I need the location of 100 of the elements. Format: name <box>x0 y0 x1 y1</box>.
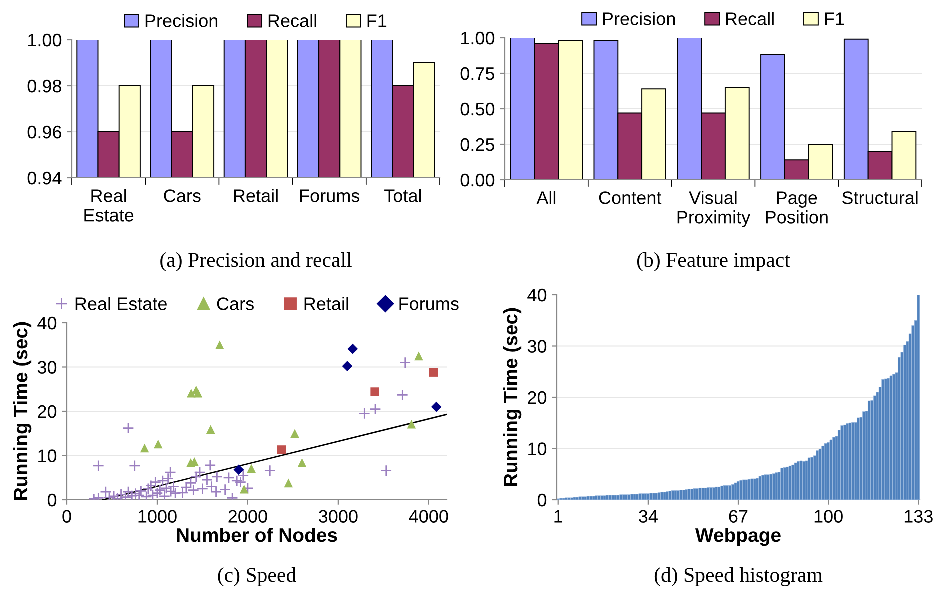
bar <box>581 496 584 500</box>
point <box>429 368 438 377</box>
y-tick-label: 0.94 <box>28 172 62 185</box>
bar <box>663 492 666 500</box>
text: (b) Feature impact <box>637 252 790 272</box>
bar <box>668 491 672 500</box>
x-tick-label: 133 <box>904 510 933 523</box>
y-tick-label: 1.00 <box>28 34 62 47</box>
bar <box>816 450 820 500</box>
bar <box>715 486 718 500</box>
bar <box>592 496 596 500</box>
point <box>370 388 380 396</box>
point <box>196 483 209 495</box>
bar <box>584 496 588 500</box>
point <box>414 352 424 361</box>
point <box>188 484 200 496</box>
bar <box>805 460 808 500</box>
bar <box>644 494 648 500</box>
x-tick-label: Content <box>599 192 662 204</box>
bar <box>794 462 798 500</box>
legend-label: Recall <box>268 14 316 28</box>
bar <box>846 423 850 500</box>
point <box>400 356 412 369</box>
bar <box>628 494 631 500</box>
x-tick-label: 1000 <box>138 510 177 523</box>
bar <box>698 488 702 500</box>
text: (d) Speed histogram <box>654 568 823 586</box>
x-tick-label: Cars <box>164 190 201 202</box>
bar <box>917 295 920 500</box>
bar <box>758 476 762 500</box>
bar <box>704 488 708 500</box>
point <box>348 344 358 354</box>
legend-label: Forums <box>400 298 459 310</box>
legend-label: Precision <box>603 12 676 26</box>
point <box>219 484 232 496</box>
legend-label: F1 <box>825 12 844 26</box>
point <box>122 422 134 434</box>
bar <box>770 474 773 500</box>
y-tick-label: 40 <box>38 316 57 330</box>
bar <box>840 425 844 500</box>
point <box>134 490 146 500</box>
point <box>92 460 105 472</box>
bar <box>745 480 748 500</box>
x-tick-label: Page Position <box>766 192 828 224</box>
legend-label: Retail <box>304 297 348 310</box>
bar <box>775 472 778 500</box>
text: (a) Precision and recall <box>160 252 352 272</box>
x-tick-label: 67 <box>729 510 748 523</box>
point <box>160 482 172 494</box>
x-axis-title: Number of Nodes <box>177 528 338 542</box>
bar <box>658 492 661 500</box>
x-tick-label: 4000 <box>409 510 448 523</box>
bar <box>608 495 612 500</box>
bar <box>734 482 738 500</box>
bar <box>780 468 784 500</box>
x-axis-title: Webpage <box>695 528 781 546</box>
point <box>129 460 141 472</box>
point <box>210 486 222 498</box>
point <box>223 472 235 484</box>
bar <box>693 488 696 500</box>
legend-label: Cars <box>217 298 254 310</box>
bar <box>764 474 768 500</box>
bar <box>674 490 678 500</box>
x-tick-label: Forums <box>300 190 360 202</box>
text: (c) Speed <box>218 568 296 586</box>
point <box>290 429 300 438</box>
legend-label: Recall <box>726 12 774 26</box>
legend-label: Precision <box>146 14 218 28</box>
bar <box>680 490 683 500</box>
bar <box>603 496 606 500</box>
x-tick-label: Visual Proximity <box>678 191 751 228</box>
y-tick-label: 30 <box>528 340 547 353</box>
bar <box>578 496 582 500</box>
point <box>204 460 216 472</box>
point <box>247 464 256 473</box>
bar <box>800 460 803 500</box>
y-tick-label: 0.96 <box>28 126 62 139</box>
point <box>154 440 163 449</box>
point <box>277 446 286 454</box>
bar <box>685 490 688 500</box>
bar <box>633 494 636 500</box>
bar <box>723 485 726 500</box>
bar <box>650 493 653 500</box>
bar <box>576 497 579 500</box>
y-tick-label: 0.00 <box>460 174 495 187</box>
y-tick-label: 1.00 <box>462 32 495 45</box>
bar <box>638 494 642 500</box>
point <box>234 464 244 476</box>
x-tick-label: All <box>536 191 556 204</box>
y-tick-label: 30 <box>38 361 57 374</box>
y-tick-label: 0.75 <box>460 67 495 80</box>
legend-label: Real Estate <box>76 297 167 310</box>
x-tick-label: 1 <box>554 510 563 523</box>
point <box>370 403 382 416</box>
y-tick-label: 10 <box>38 450 57 462</box>
point <box>206 480 218 493</box>
point <box>201 474 214 486</box>
legend-label: F1 <box>368 14 387 28</box>
point <box>170 488 182 500</box>
point <box>240 484 249 494</box>
